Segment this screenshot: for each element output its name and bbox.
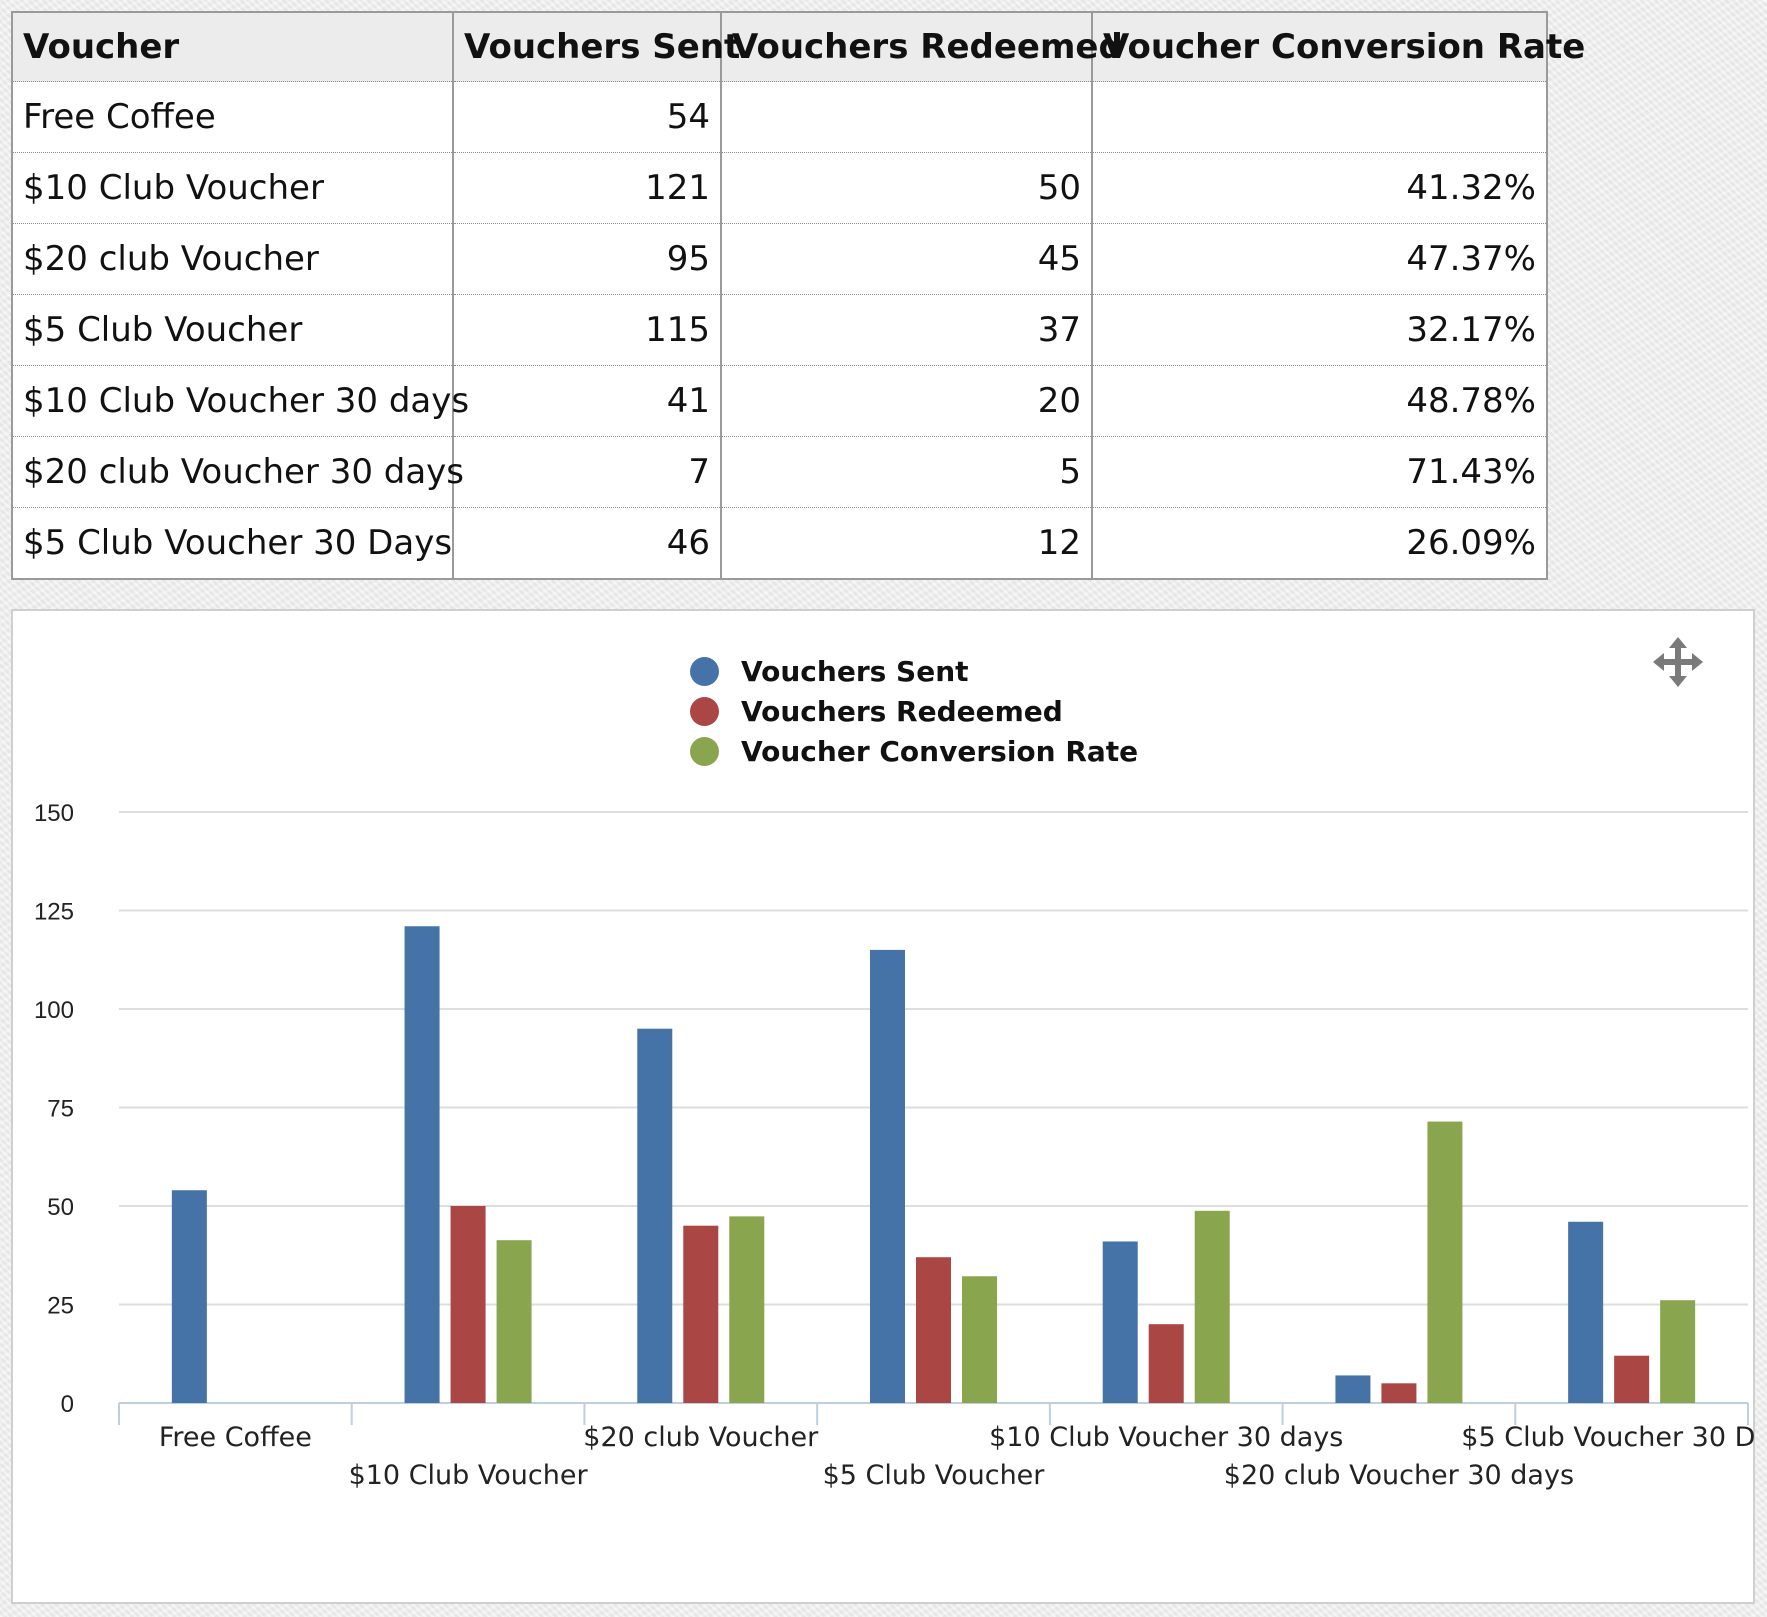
- bar-vouchers-sent: [1568, 1221, 1604, 1403]
- cell-sent: 46: [452, 507, 721, 579]
- cell-voucher: Free Coffee: [12, 81, 453, 153]
- bar-voucher-conversion-rate: [962, 1276, 997, 1403]
- bar-vouchers-sent: [404, 926, 440, 1403]
- y-tick-label: 75: [47, 1096, 74, 1123]
- y-tick-label: 0: [61, 1391, 74, 1418]
- cell-rate: [1091, 81, 1547, 153]
- y-tick-label: 25: [47, 1293, 74, 1320]
- cell-voucher: $5 Club Voucher 30 Days: [12, 507, 453, 579]
- bar-vouchers-redeemed: [916, 1257, 951, 1403]
- legend-item-vouchers-redeemed[interactable]: Vouchers Redeemed: [690, 691, 1138, 731]
- bar-voucher-conversion-rate: [496, 1240, 532, 1403]
- cell-redeemed: 45: [720, 223, 1092, 295]
- bar-vouchers-sent: [171, 1190, 207, 1403]
- cell-sent: 115: [452, 294, 721, 366]
- cell-sent: 54: [452, 81, 721, 153]
- header-conversion-rate: Voucher Conversion Rate: [1091, 12, 1585, 82]
- x-category-label: $5 Club Voucher 30 Days: [1461, 1422, 1757, 1453]
- bar-vouchers-sent: [870, 949, 905, 1403]
- table-row: $10 Club Voucher 30 days 41 20 48.78%: [12, 365, 1547, 437]
- cell-rate: 47.37%: [1091, 223, 1547, 295]
- bar-voucher-conversion-rate: [1427, 1121, 1463, 1403]
- chart-legend[interactable]: Vouchers Sent Vouchers Redeemed Voucher …: [690, 651, 1138, 771]
- cell-voucher: $10 Club Voucher: [12, 152, 453, 224]
- chart-panel: 0 25 50 75 100 125 150 Free Coffee $10 Club Vouc…: [11, 609, 1757, 1604]
- bar-voucher-conversion-rate: [1194, 1210, 1230, 1403]
- x-category-label: $5 Club Voucher: [823, 1460, 1046, 1491]
- header-voucher: Voucher: [12, 12, 453, 82]
- bar-vouchers-redeemed: [1614, 1355, 1650, 1403]
- header-vouchers-sent: Vouchers Sent: [452, 12, 740, 82]
- cell-voucher: $20 club Voucher 30 days: [12, 436, 464, 508]
- cell-sent: 7: [452, 436, 721, 508]
- y-tick-label: 50: [47, 1194, 74, 1221]
- cell-sent: 95: [452, 223, 721, 295]
- bar-voucher-conversion-rate: [729, 1216, 765, 1403]
- cell-voucher: $20 club Voucher: [12, 223, 453, 295]
- bar-chart: 0 25 50 75 100 125 150 Free Coffee $10 Club Vouc…: [34, 800, 1757, 1491]
- bar-vouchers-sent: [637, 1028, 673, 1403]
- y-tick-label: 100: [34, 997, 74, 1024]
- table-header-row: Voucher Vouchers Sent Vouchers Redeemed …: [12, 12, 1585, 82]
- cell-redeemed: 20: [720, 365, 1092, 437]
- x-category-label: $10 Club Voucher: [349, 1460, 589, 1491]
- bar-vouchers-redeemed: [1381, 1383, 1417, 1403]
- bar-vouchers-redeemed: [1148, 1324, 1184, 1403]
- legend-label: Vouchers Redeemed: [741, 694, 1063, 728]
- bar-voucher-conversion-rate: [1660, 1300, 1696, 1403]
- table-row: $20 club Voucher 30 days 7 5 71.43%: [12, 436, 1547, 508]
- legend-item-conversion-rate[interactable]: Voucher Conversion Rate: [690, 731, 1138, 771]
- cell-rate: 41.32%: [1091, 152, 1547, 224]
- table-row: $5 Club Voucher 30 Days 46 12 26.09%: [12, 507, 1547, 579]
- table-row: $20 club Voucher 95 45 47.37%: [12, 223, 1547, 295]
- cell-rate: 48.78%: [1091, 365, 1547, 437]
- x-category-label: Free Coffee: [159, 1422, 312, 1453]
- cell-redeemed: 5: [720, 436, 1092, 508]
- bar-vouchers-redeemed: [450, 1206, 486, 1403]
- x-category-label: $10 Club Voucher 30 days: [989, 1422, 1343, 1453]
- table-row: Free Coffee 54: [12, 81, 1547, 153]
- cell-rate: 71.43%: [1091, 436, 1547, 508]
- cell-rate: 26.09%: [1091, 507, 1547, 579]
- cell-voucher: $10 Club Voucher 30 days: [12, 365, 469, 437]
- cell-redeemed: 12: [720, 507, 1092, 579]
- legend-label: Vouchers Sent: [741, 654, 969, 688]
- bar-vouchers-redeemed: [683, 1225, 719, 1403]
- legend-swatch-vouchers-redeemed: [690, 696, 719, 726]
- bar-vouchers-sent: [1102, 1241, 1138, 1403]
- bar-vouchers-sent: [1335, 1375, 1371, 1403]
- x-category-label: $20 club Voucher: [583, 1422, 819, 1453]
- y-tick-label: 150: [34, 800, 74, 827]
- legend-item-vouchers-sent[interactable]: Vouchers Sent: [690, 651, 1138, 691]
- header-vouchers-redeemed: Vouchers Redeemed: [720, 12, 1123, 82]
- voucher-table: Voucher Vouchers Sent Vouchers Redeemed …: [11, 11, 1585, 580]
- legend-swatch-conversion-rate: [690, 736, 719, 766]
- cell-redeemed: [720, 81, 1092, 153]
- legend-swatch-vouchers-sent: [690, 656, 719, 686]
- cell-rate: 32.17%: [1091, 294, 1547, 366]
- move-icon[interactable]: [1653, 637, 1703, 687]
- y-tick-label: 125: [34, 899, 74, 926]
- table-row: $10 Club Voucher 121 50 41.32%: [12, 152, 1547, 224]
- cell-voucher: $5 Club Voucher: [12, 294, 453, 366]
- legend-label: Voucher Conversion Rate: [741, 734, 1139, 768]
- cell-redeemed: 50: [720, 152, 1092, 224]
- table-row: $5 Club Voucher 115 37 32.17%: [12, 294, 1547, 366]
- cell-sent: 41: [452, 365, 721, 437]
- cell-redeemed: 37: [720, 294, 1092, 366]
- x-category-label: $20 club Voucher 30 days: [1224, 1460, 1574, 1491]
- cell-sent: 121: [452, 152, 721, 224]
